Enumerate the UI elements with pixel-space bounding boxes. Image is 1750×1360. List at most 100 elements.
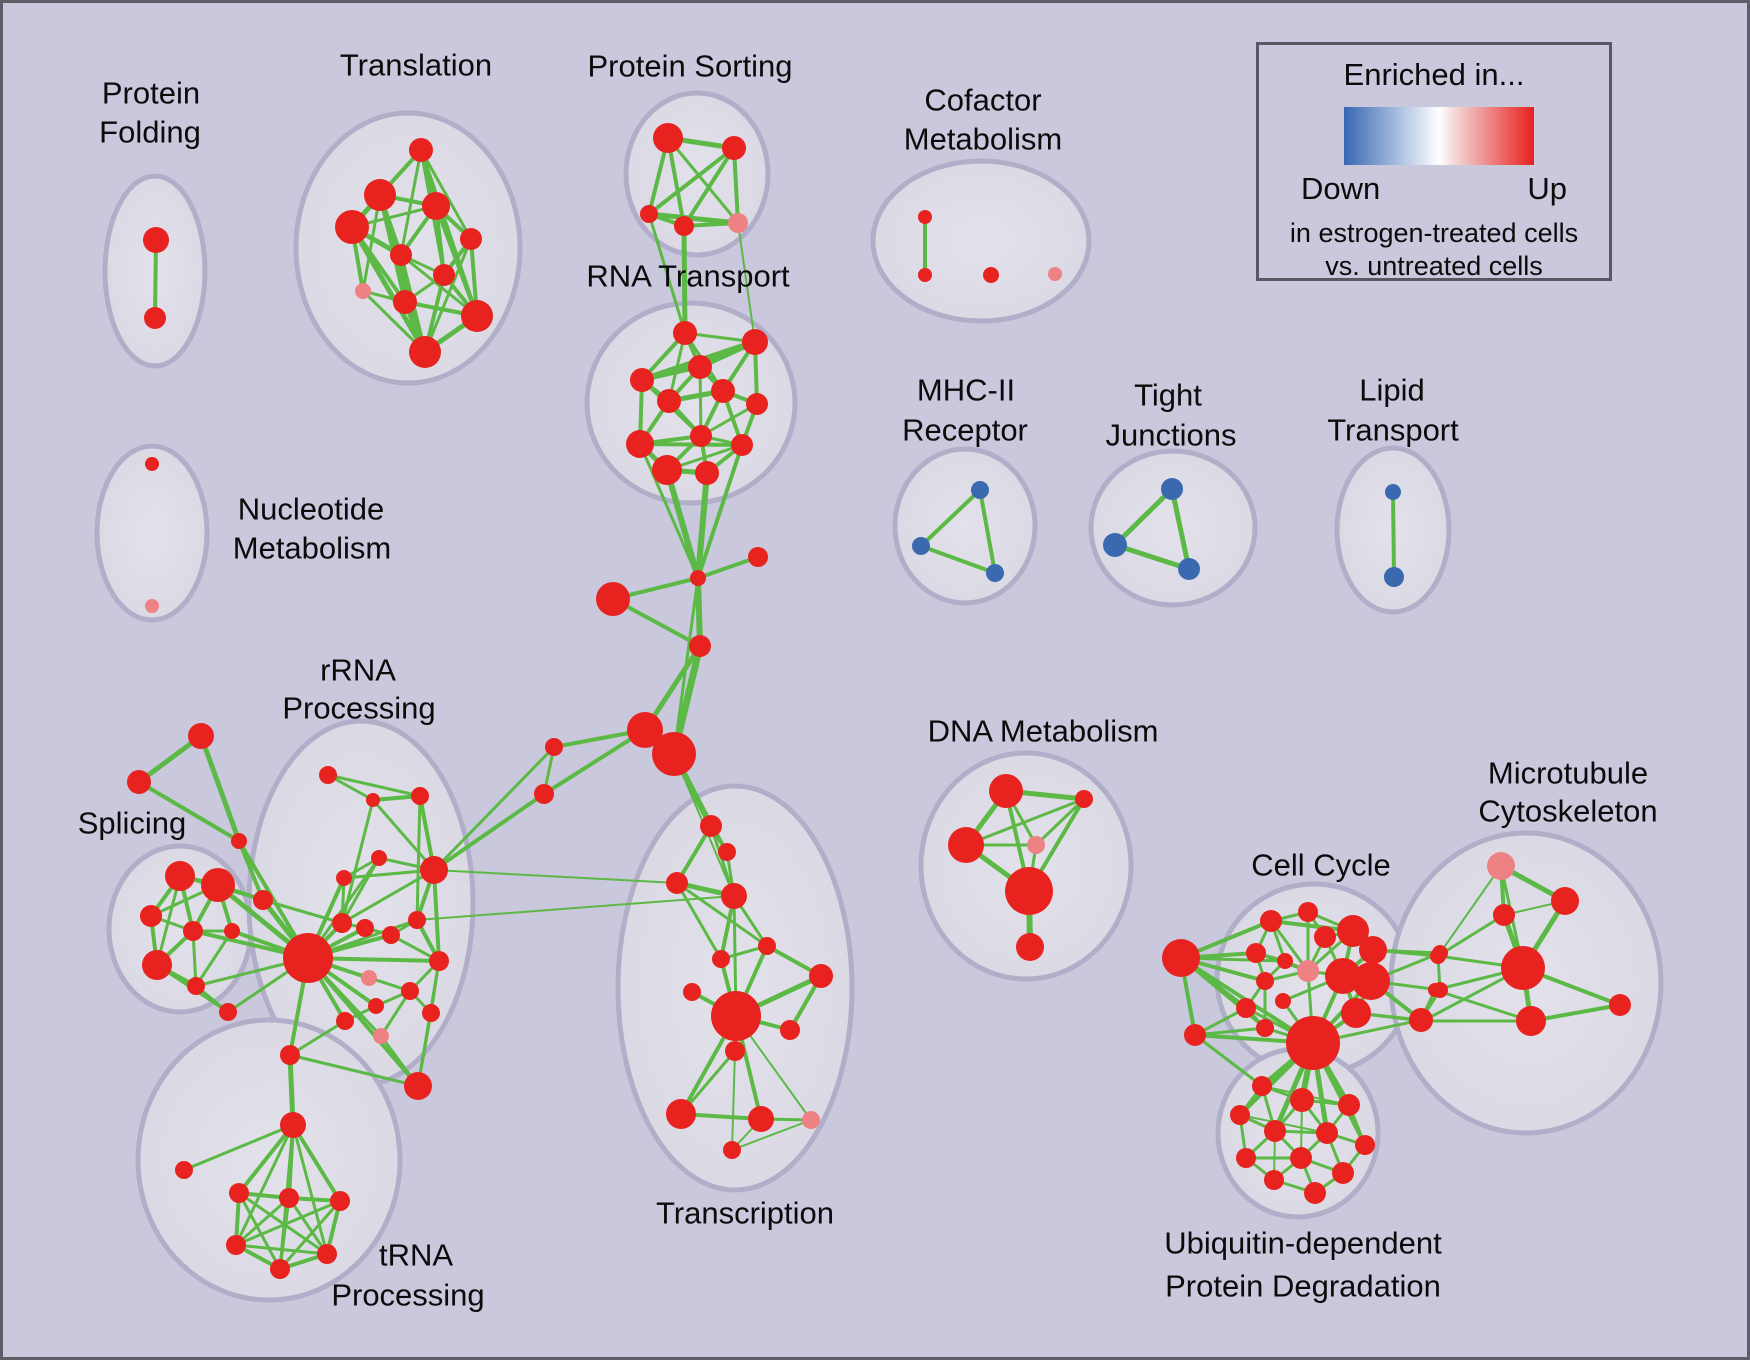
edge (198, 733, 242, 844)
gene-set-node (690, 425, 712, 447)
edge (1436, 913, 1506, 958)
gene-set-node (1384, 567, 1404, 587)
edge (234, 1196, 291, 1247)
gene-set-node (1264, 1120, 1286, 1142)
gene-set-node (711, 379, 735, 403)
gene-set-node (226, 1235, 246, 1255)
gene-set-node (653, 123, 683, 153)
gene-set-node (1230, 1105, 1250, 1125)
gene-set-node (165, 861, 195, 891)
edge (340, 868, 436, 925)
gene-set-node (1252, 1076, 1272, 1096)
edge (978, 488, 997, 575)
edge (371, 798, 436, 872)
gene-set-node (356, 919, 374, 937)
cluster-label-transcription-line1: Transcription (656, 1196, 834, 1231)
gene-set-node (674, 216, 694, 236)
gene-set-node (433, 264, 455, 286)
gene-set-node (1256, 972, 1274, 990)
cluster-label-nucleotide-metabolism-line1: Nucleotide (238, 492, 384, 527)
cluster-label-splicing-line1: Splicing (78, 806, 187, 841)
gene-set-node (140, 905, 162, 927)
gene-set-node (1430, 948, 1446, 964)
gene-set-node (1493, 904, 1515, 926)
gene-set-node (1428, 983, 1442, 997)
edge (399, 253, 479, 318)
network-nodes (127, 123, 1631, 1279)
cluster-ellipse-cofactor-metabolism (870, 158, 1092, 324)
edge (737, 222, 756, 343)
edge (416, 895, 735, 921)
gene-set-node (1075, 790, 1093, 808)
gene-set-node (411, 787, 429, 805)
edge (675, 824, 713, 885)
gene-set-node (366, 793, 380, 807)
gene-set-node (695, 461, 719, 485)
edge (1034, 797, 1086, 847)
cluster-ellipse-mhc-ii-receptor (892, 446, 1038, 606)
edge (1433, 988, 1533, 1023)
gene-set-node (802, 1111, 820, 1129)
cluster-label-mhc-ii-receptor-line2: Receptor (902, 413, 1028, 448)
gene-set-node (1275, 993, 1291, 1009)
network-canvas: Protein Folding Translation Protein Sorting… (78, 48, 1664, 1313)
edge (432, 868, 441, 963)
edge (432, 792, 546, 872)
legend-box: Enriched in... Down Up in estrogen-treat… (1256, 42, 1612, 281)
gene-set-node (545, 738, 563, 756)
gene-set-node (1337, 915, 1369, 947)
cluster-label-dna-metabolism-line1: DNA Metabolism (928, 714, 1159, 749)
gene-set-node (335, 210, 369, 244)
gene-set-node (1516, 1006, 1546, 1036)
gene-set-node (673, 321, 697, 345)
gene-set-node (145, 599, 159, 613)
edge (1529, 1003, 1622, 1023)
gene-set-node (722, 136, 746, 160)
cluster-label-translation-line1: Translation (340, 48, 492, 83)
gene-set-node (1184, 1024, 1206, 1046)
gene-set-node (1290, 1147, 1312, 1169)
gene-set-node (1162, 939, 1200, 977)
gene-set-node (1338, 1094, 1360, 1116)
gene-set-node (253, 890, 273, 910)
gene-set-node (1352, 962, 1390, 1000)
gene-set-node (989, 774, 1023, 808)
gene-set-node (1325, 958, 1361, 994)
gene-set-node (404, 1072, 432, 1100)
cluster-label-mhc-ii-receptor-line1: MHC-II (917, 373, 1015, 408)
gene-set-node (626, 430, 654, 458)
gene-set-node (420, 856, 448, 884)
gene-set-node (731, 434, 753, 456)
gene-set-node (330, 1191, 350, 1211)
gene-set-node (652, 455, 682, 485)
gene-set-node (630, 368, 654, 392)
edge (288, 1053, 420, 1088)
cluster-label-cofactor-metabolism-line1: Cofactor (924, 83, 1041, 118)
gene-set-node (683, 983, 701, 1001)
gene-set-node (422, 192, 450, 220)
gene-set-node (142, 950, 172, 980)
edge (153, 238, 158, 320)
gene-set-node (279, 1188, 299, 1208)
edge (342, 868, 436, 880)
edge (1169, 486, 1192, 572)
edge (695, 470, 710, 581)
edge (349, 224, 428, 355)
gene-set-node (948, 827, 984, 863)
gene-set-node (429, 951, 449, 971)
gene-set-node (1178, 558, 1200, 580)
gene-set-node (175, 1161, 193, 1179)
gene-set-node (422, 1004, 440, 1022)
edge (419, 148, 473, 241)
edge (638, 442, 744, 447)
edge (291, 1123, 329, 1256)
gene-set-node (1385, 484, 1401, 500)
cluster-labels: Protein Folding Translation Protein Sorting… (78, 48, 1658, 1313)
edge (1391, 490, 1396, 579)
gene-set-node (657, 389, 681, 413)
gene-set-node (712, 950, 730, 968)
gene-set-node (1277, 953, 1293, 969)
cluster-ellipse-tight-junctions (1088, 448, 1258, 608)
edge (675, 881, 769, 948)
